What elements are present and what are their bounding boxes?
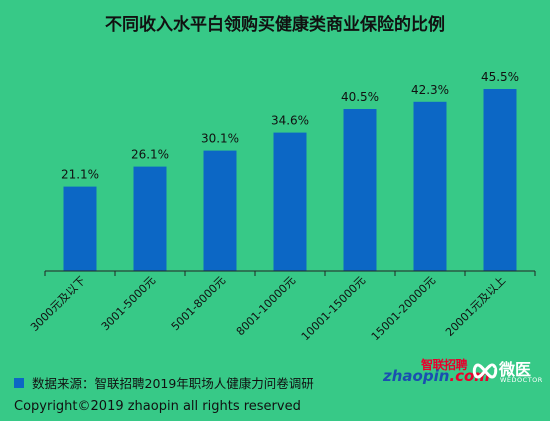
bar-4 xyxy=(273,132,307,271)
bar-1 xyxy=(63,186,97,271)
value-label-6: 42.3% xyxy=(411,83,449,97)
bar-2 xyxy=(133,166,167,271)
value-label-2: 26.1% xyxy=(131,148,169,162)
category-label-7: 20001元及以上 xyxy=(443,274,508,339)
value-label-1: 21.1% xyxy=(61,168,99,182)
value-label-7: 45.5% xyxy=(481,70,519,84)
brand-logos: 智联招聘 zhaopin.com 微医 WEDOCTOR xyxy=(383,354,543,390)
bar-7 xyxy=(483,89,517,271)
category-label-3: 5001-8000元 xyxy=(169,274,228,333)
bar-chart: 21.1% 3000元及以下 26.1% 3001-5000元 30.1% 5001-80… xyxy=(28,70,536,343)
data-source: 数据来源：智联招聘2019年职场人健康力问卷调研 xyxy=(14,373,314,392)
bar-3 xyxy=(203,150,237,271)
category-label-5: 10001-15000元 xyxy=(299,274,368,343)
weiyi-logo: 微医 WEDOCTOR xyxy=(471,354,543,390)
copyright-text: Copyright©2019 zhaopin all rights reserv… xyxy=(14,399,301,414)
source-text: 数据来源：智联招聘2019年职场人健康力问卷调研 xyxy=(32,376,314,391)
source-marker-icon xyxy=(14,377,24,388)
category-label-4: 8001-10000元 xyxy=(234,274,298,338)
bar-6 xyxy=(413,101,447,271)
zhaopin-logo-en: zhaopin.com xyxy=(383,367,490,385)
weiyi-logo-cn: 微医 xyxy=(499,360,532,379)
category-label-2: 3001-5000元 xyxy=(99,274,158,333)
zhaopin-logo-cn: 智联招聘 xyxy=(420,358,468,372)
weiyi-logo-en: WEDOCTOR xyxy=(500,376,543,384)
value-label-5: 40.5% xyxy=(341,90,379,104)
bar-5 xyxy=(343,109,377,271)
zhaopin-logo: 智联招聘 zhaopin.com xyxy=(383,354,490,390)
value-label-4: 34.6% xyxy=(271,114,309,128)
category-label-6: 15001-20000元 xyxy=(369,274,438,343)
chart-title: 不同收入水平白领购买健康类商业保险的比例 xyxy=(105,15,445,35)
infinity-cross-icon xyxy=(472,363,498,379)
value-label-3: 30.1% xyxy=(201,132,239,146)
category-label-1: 3000元及以下 xyxy=(28,274,88,334)
